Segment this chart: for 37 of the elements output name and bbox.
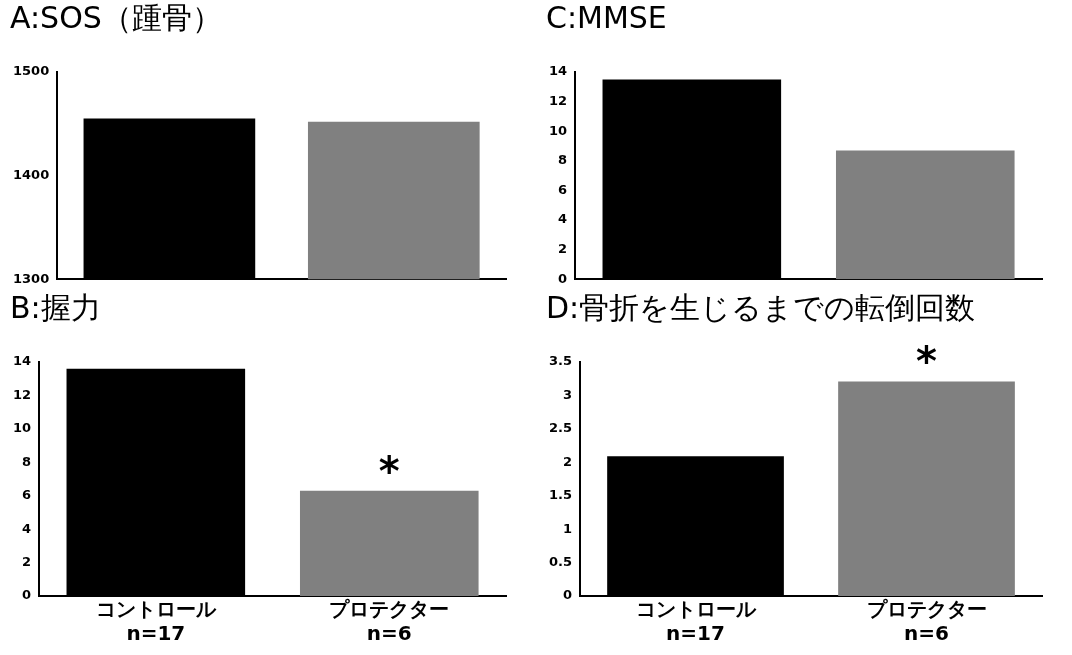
y-tick-label: 12: [549, 92, 568, 108]
y-tick-label: 3: [562, 386, 573, 402]
y-tick-label: 10: [549, 122, 568, 138]
y-tick-label: 4: [558, 211, 568, 227]
y-tick-label: 2: [558, 240, 568, 256]
y-tick-label: 0: [22, 587, 32, 603]
x-tick-label: プロテクター n=6: [866, 597, 987, 646]
x-tick-label: コントロール n=17: [635, 597, 757, 646]
x-tick-label: コントロール n=17: [95, 597, 217, 646]
y-tick-label: 2: [562, 453, 573, 469]
annotation: *: [378, 447, 400, 494]
y-tick-label: 1300: [12, 270, 50, 286]
y-tick-label: 12: [13, 386, 32, 402]
y-tick-label: 1: [562, 520, 573, 536]
y-tick-label: 0.5: [549, 553, 573, 569]
chart-title: D:骨折を生じるまでの転倒回数: [546, 289, 976, 325]
y-tick-label: 3.5: [549, 353, 573, 369]
chart-title: A:SOS（踵骨）: [10, 0, 222, 35]
y-tick-label: 0: [558, 270, 568, 286]
y-tick-label: 1500: [12, 63, 50, 79]
y-tick-label: 8: [558, 152, 568, 168]
y-tick-label: 10: [13, 420, 32, 436]
y-tick-label: 1400: [12, 166, 50, 182]
y-tick-label: 4: [22, 520, 32, 536]
chart-title: B:握力: [10, 289, 101, 325]
y-tick-label: 14: [13, 353, 32, 369]
y-tick-label: 8: [22, 453, 32, 469]
y-tick-label: 6: [22, 487, 32, 503]
y-tick-label: 14: [549, 63, 568, 79]
x-tick-label: プロテクター n=6: [329, 597, 450, 646]
y-tick-label: 0: [562, 587, 573, 603]
y-tick-label: 2: [22, 553, 32, 569]
y-tick-label: 1.5: [549, 487, 573, 503]
y-tick-label: 6: [558, 181, 568, 197]
annotation: *: [916, 338, 938, 385]
chart-title: C:MMSE: [546, 0, 667, 35]
y-tick-label: 2.5: [549, 420, 573, 436]
